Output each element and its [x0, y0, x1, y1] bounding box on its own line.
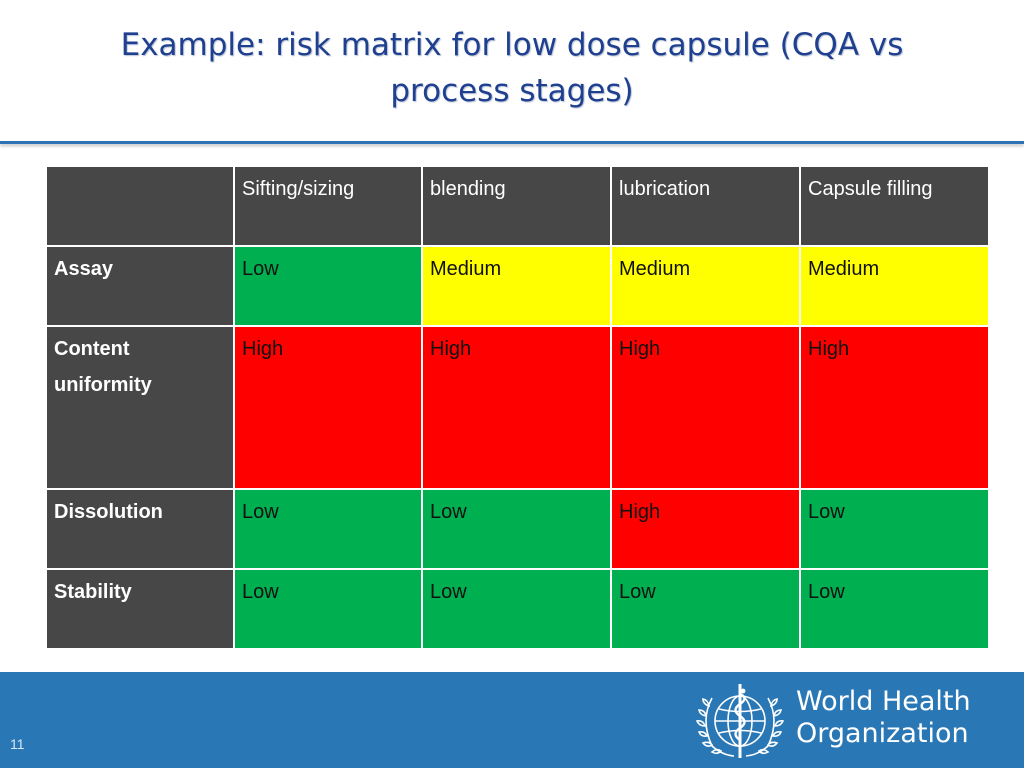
- row-header-content-uniformity: Content uniformity: [45, 325, 235, 490]
- column-header-capsule-filling: Capsule filling: [799, 165, 990, 247]
- risk-cell: High: [233, 325, 423, 490]
- slide-number: 11: [10, 736, 25, 752]
- table-row: Stability Low Low Low Low: [45, 568, 990, 650]
- slide-title: Example: risk matrix for low dose capsul…: [0, 22, 1024, 114]
- risk-cell: Medium: [799, 245, 990, 327]
- table-row: Dissolution Low Low High Low: [45, 488, 990, 570]
- table-row: Content uniformity High High High High: [45, 325, 990, 490]
- row-header-dissolution: Dissolution: [45, 488, 235, 570]
- who-wordmark: World Health Organization: [796, 686, 971, 750]
- column-header-sifting-sizing: Sifting/sizing: [233, 165, 423, 247]
- risk-cell: Low: [421, 568, 612, 650]
- risk-cell: Medium: [421, 245, 612, 327]
- footer-bar: [0, 672, 1024, 768]
- table-row: Assay Low Medium Medium Medium: [45, 245, 990, 327]
- who-wordmark-line-2: Organization: [796, 718, 969, 749]
- who-wordmark-line-1: World Health: [796, 686, 971, 717]
- risk-cell: Low: [799, 568, 990, 650]
- table-header-row: Sifting/sizing blending lubrication Caps…: [45, 165, 990, 247]
- risk-cell: High: [610, 325, 801, 490]
- who-emblem-icon: [695, 684, 785, 758]
- row-header-stability: Stability: [45, 568, 235, 650]
- slide-title-line-1: Example: risk matrix for low dose capsul…: [120, 27, 904, 63]
- risk-cell: Low: [421, 488, 612, 570]
- risk-matrix-table: Sifting/sizing blending lubrication Caps…: [45, 165, 990, 650]
- row-header-assay: Assay: [45, 245, 235, 327]
- column-header-blending: blending: [421, 165, 612, 247]
- risk-cell: Low: [233, 488, 423, 570]
- risk-cell: High: [799, 325, 990, 490]
- risk-cell: Low: [799, 488, 990, 570]
- slide-title-line-2: process stages): [390, 73, 634, 109]
- risk-cell: Low: [610, 568, 801, 650]
- corner-cell: [45, 165, 235, 247]
- risk-cell: Medium: [610, 245, 801, 327]
- risk-cell: Low: [233, 568, 423, 650]
- column-header-lubrication: lubrication: [610, 165, 801, 247]
- title-divider: [0, 141, 1024, 144]
- risk-cell: High: [421, 325, 612, 490]
- risk-cell: Low: [233, 245, 423, 327]
- risk-cell: High: [610, 488, 801, 570]
